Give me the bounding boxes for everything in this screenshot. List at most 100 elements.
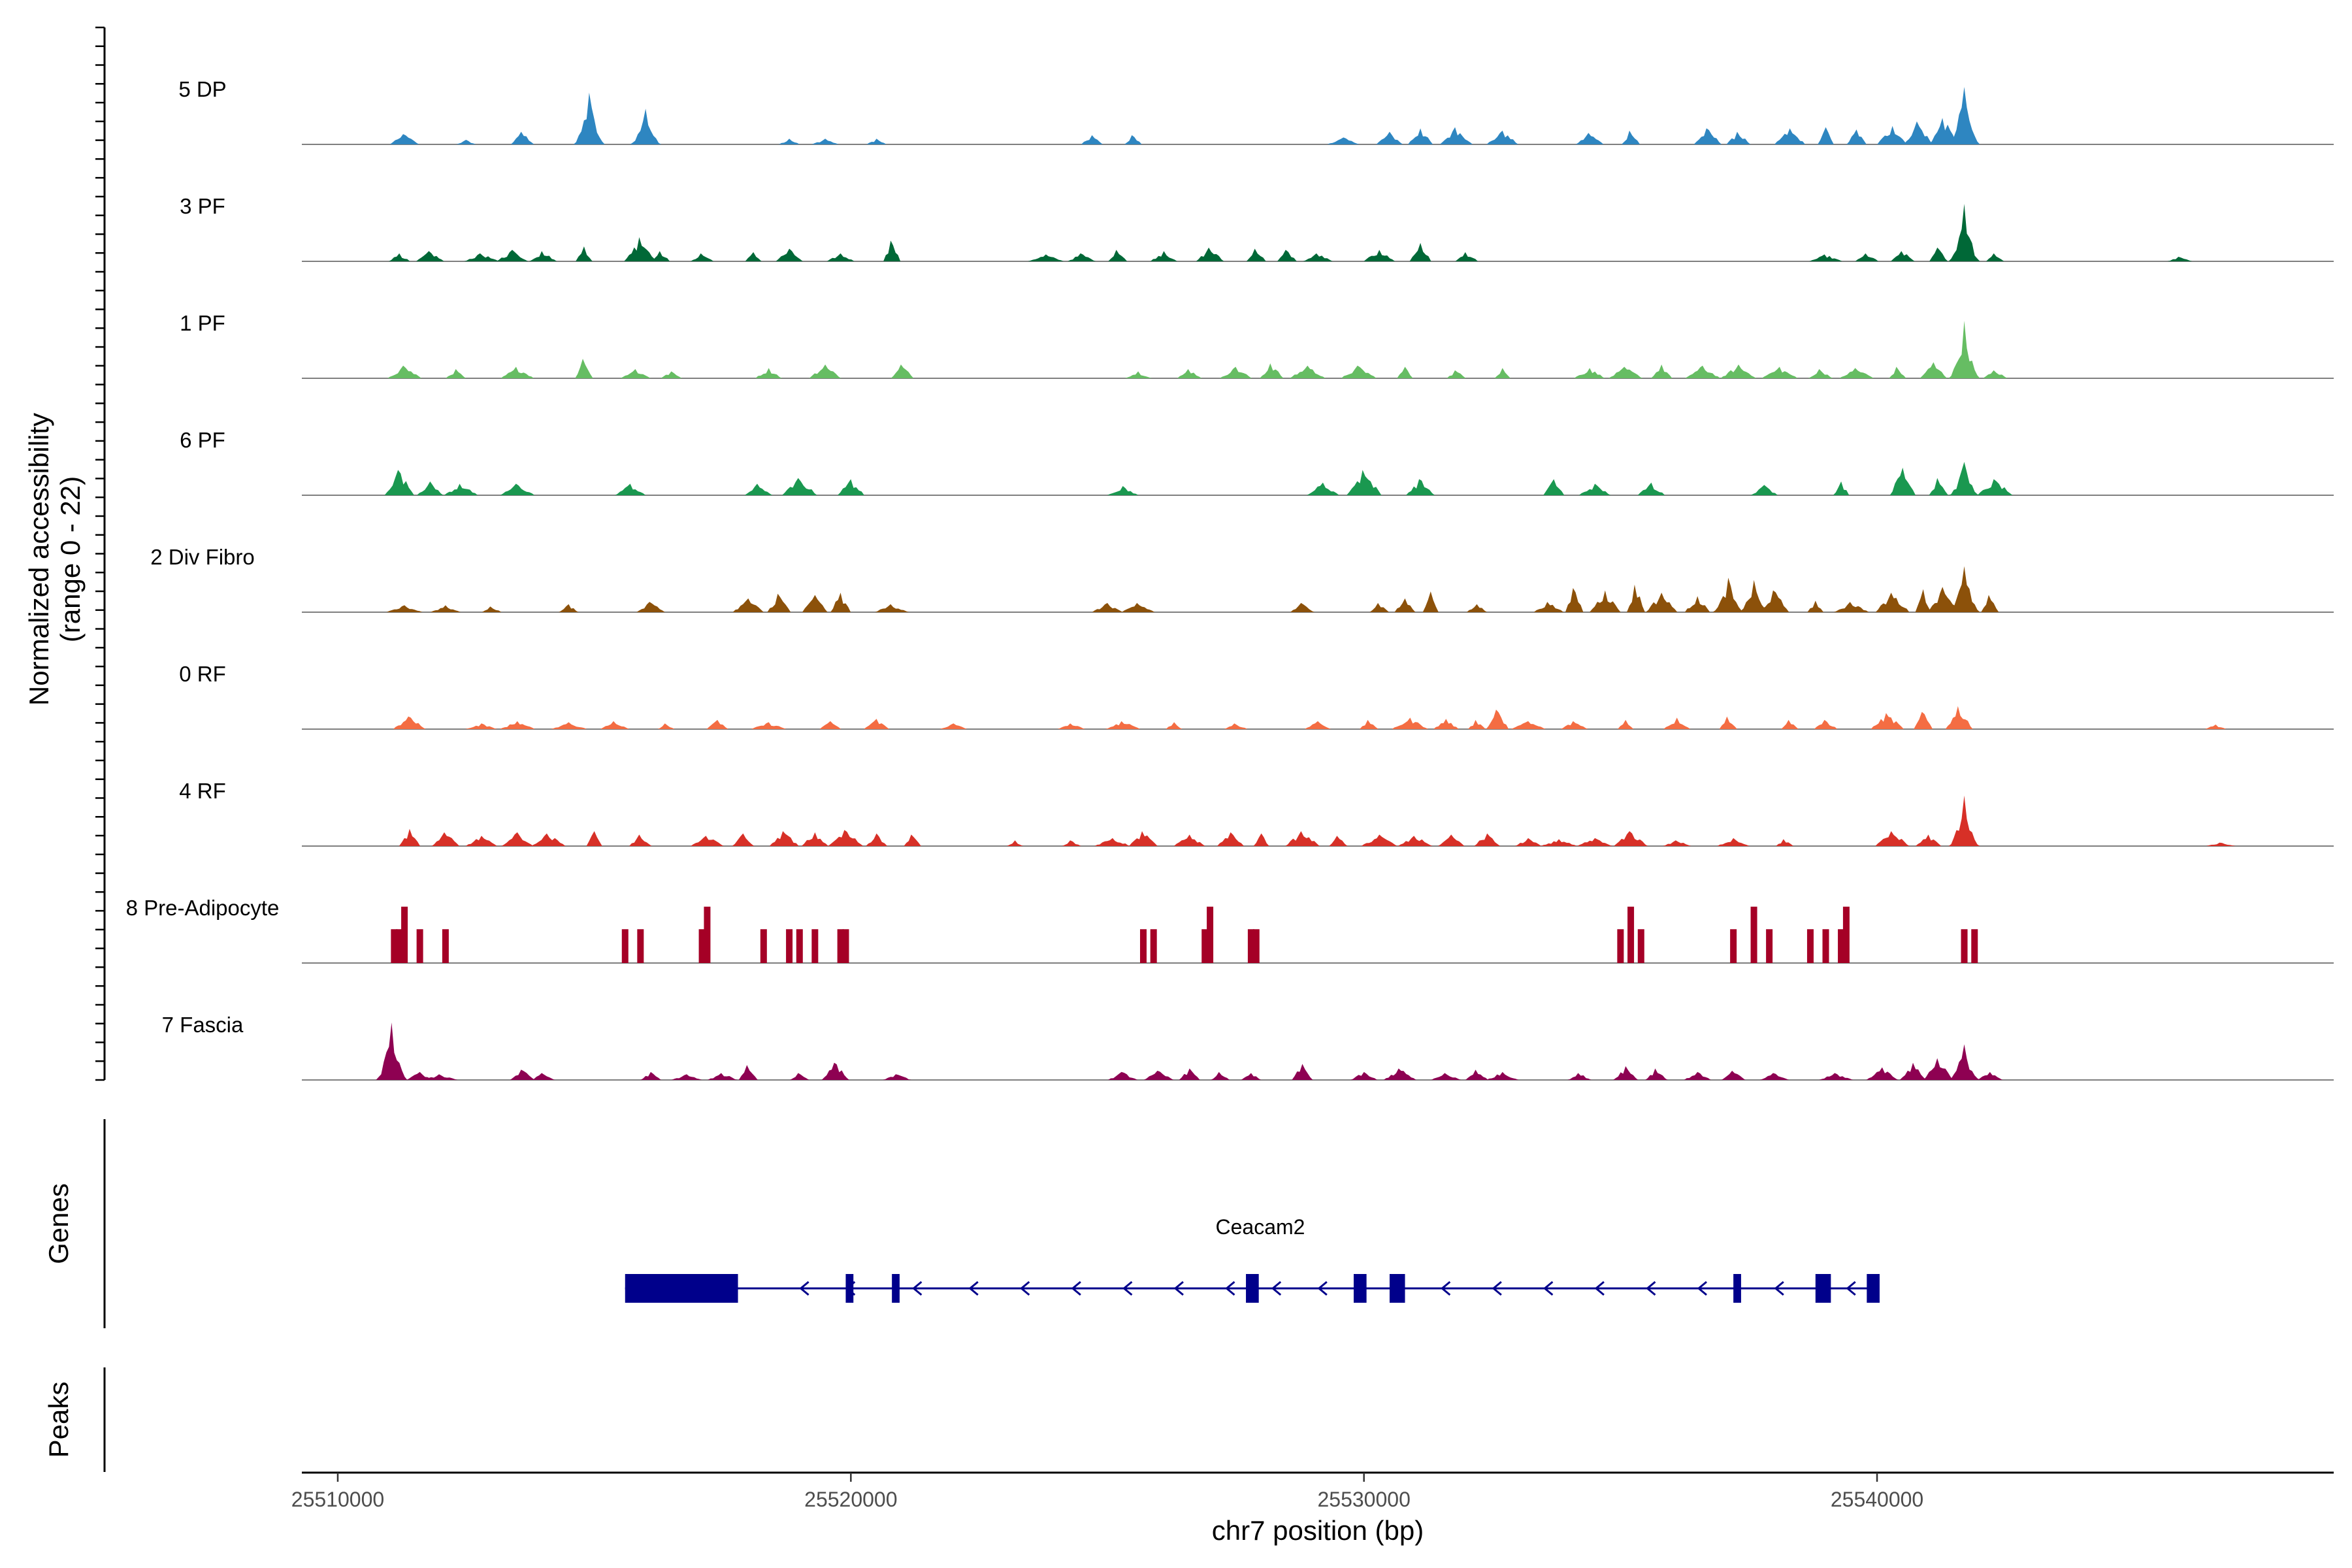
accessibility-peak: [811, 139, 839, 144]
accessibility-peak: [389, 134, 419, 144]
gene-model-ceacam2[interactable]: Ceacam2: [625, 1215, 1880, 1303]
accessibility-bar: [1201, 929, 1209, 963]
accessibility-peak: [1627, 584, 1645, 612]
accessibility-peak: [1590, 590, 1621, 612]
accessibility-peak: [1875, 593, 1910, 612]
accessibility-peak: [1948, 566, 1980, 612]
accessibility-peak: [1211, 1071, 1230, 1080]
accessibility-peak: [1307, 482, 1339, 495]
accessibility-peak: [706, 719, 728, 729]
accessibility-bar: [637, 929, 644, 963]
accessibility-peak: [1717, 838, 1750, 846]
accessibility-peak: [1685, 365, 1720, 378]
genes-panel-title: Genes: [43, 1183, 74, 1264]
accessibility-peak: [1431, 1073, 1462, 1080]
accessibility-peak: [819, 721, 841, 729]
accessibility-peak: [406, 1071, 433, 1080]
accessibility-peak: [1645, 1068, 1668, 1080]
accessibility-peak: [864, 719, 890, 729]
accessibility-peak: [575, 359, 593, 378]
accessibility-peak: [1397, 836, 1433, 846]
accessibility-peak: [586, 831, 602, 846]
accessibility-peak: [802, 595, 828, 612]
accessibility-peak: [1575, 133, 1604, 144]
strand-arrow: [845, 1281, 856, 1296]
accessibility-peak: [1446, 370, 1466, 378]
accessibility-peak: [1776, 839, 1794, 846]
gene-exon: [1389, 1274, 1405, 1303]
accessibility-peak: [1329, 836, 1348, 846]
accessibility-peak: [529, 251, 557, 261]
accessibility-peak: [1437, 834, 1465, 846]
accessibility-peak: [821, 1062, 849, 1080]
y-axis-title-line2: (range 0 - 22): [55, 476, 86, 642]
accessibility-peak: [1292, 1064, 1313, 1080]
accessibility-peak: [1891, 251, 1915, 261]
track-label: 8 Pre-Adipocyte: [126, 896, 280, 920]
gene-exon: [1815, 1274, 1831, 1303]
accessibility-peak: [1720, 364, 1757, 378]
accessibility-peak: [1327, 137, 1360, 144]
accessibility-peak: [1196, 247, 1224, 261]
accessibility-peak: [782, 478, 817, 495]
accessibility-peak: [1474, 833, 1501, 846]
accessibility-peak: [691, 836, 724, 846]
accessibility-bar: [704, 906, 711, 963]
accessibility-peak: [738, 1065, 758, 1080]
accessibility-bar: [1207, 906, 1214, 963]
strand-arrow: [1271, 1281, 1282, 1296]
accessibility-bar: [1750, 906, 1757, 963]
accessibility-peak: [1684, 596, 1710, 612]
accessibility-peak: [1341, 365, 1377, 378]
accessibility-peak: [1290, 602, 1315, 612]
accessibility-peak: [1094, 838, 1131, 846]
accessibility-peak: [1866, 1067, 1899, 1080]
strand-arrow: [1697, 1281, 1707, 1296]
accessibility-peak: [1915, 834, 1942, 846]
accessibility-peak: [883, 1074, 911, 1080]
accessibility-peak: [1081, 135, 1103, 144]
accessibility-peak: [499, 721, 535, 729]
accessibility-bar: [1730, 929, 1737, 963]
accessibility-peak: [837, 479, 864, 495]
accessibility-peak: [1855, 253, 1878, 261]
accessibility-peak: [1303, 253, 1333, 261]
accessibility-peak: [690, 253, 714, 261]
accessibility-peak: [387, 365, 422, 378]
accessibility-peak: [417, 481, 444, 495]
accessibility-peak: [1361, 834, 1397, 846]
accessibility-peak: [1693, 128, 1722, 144]
accessibility-peak: [1494, 368, 1511, 378]
accessibility-peak: [1143, 1070, 1174, 1080]
accessibility-peak: [1750, 485, 1778, 495]
accessibility-peak: [1360, 719, 1379, 729]
track-5-dp: 5 DP: [178, 77, 2334, 145]
accessibility-peak: [1870, 713, 1904, 729]
accessibility-bar: [401, 906, 408, 963]
accessibility-peak: [416, 251, 444, 261]
accessibility-peak: [1124, 135, 1142, 144]
accessibility-bar: [1838, 929, 1845, 963]
accessibility-peak: [809, 364, 841, 378]
accessibility-peak: [1663, 717, 1691, 729]
coverage-y-axis: [95, 26, 106, 1081]
strand-arrow: [1492, 1281, 1502, 1296]
strand-arrow: [912, 1281, 923, 1296]
strand-arrow: [1646, 1281, 1656, 1296]
accessibility-peak: [1981, 595, 1999, 612]
gene-exon: [845, 1274, 854, 1303]
strand-arrow: [1122, 1281, 1133, 1296]
accessibility-peak: [1738, 580, 1770, 612]
accessibility-peak: [1433, 719, 1459, 729]
accessibility-peak: [1759, 590, 1789, 612]
accessibility-peak: [657, 723, 675, 729]
accessibility-peak: [1618, 719, 1634, 729]
accessibility-bar: [698, 929, 706, 963]
accessibility-peak: [1877, 125, 1908, 144]
accessibility-peak: [496, 250, 529, 261]
accessibility-peak: [1818, 127, 1834, 144]
accessibility-peak: [744, 483, 773, 495]
accessibility-peak: [1929, 478, 1949, 495]
gene-label: Ceacam2: [1216, 1215, 1305, 1239]
